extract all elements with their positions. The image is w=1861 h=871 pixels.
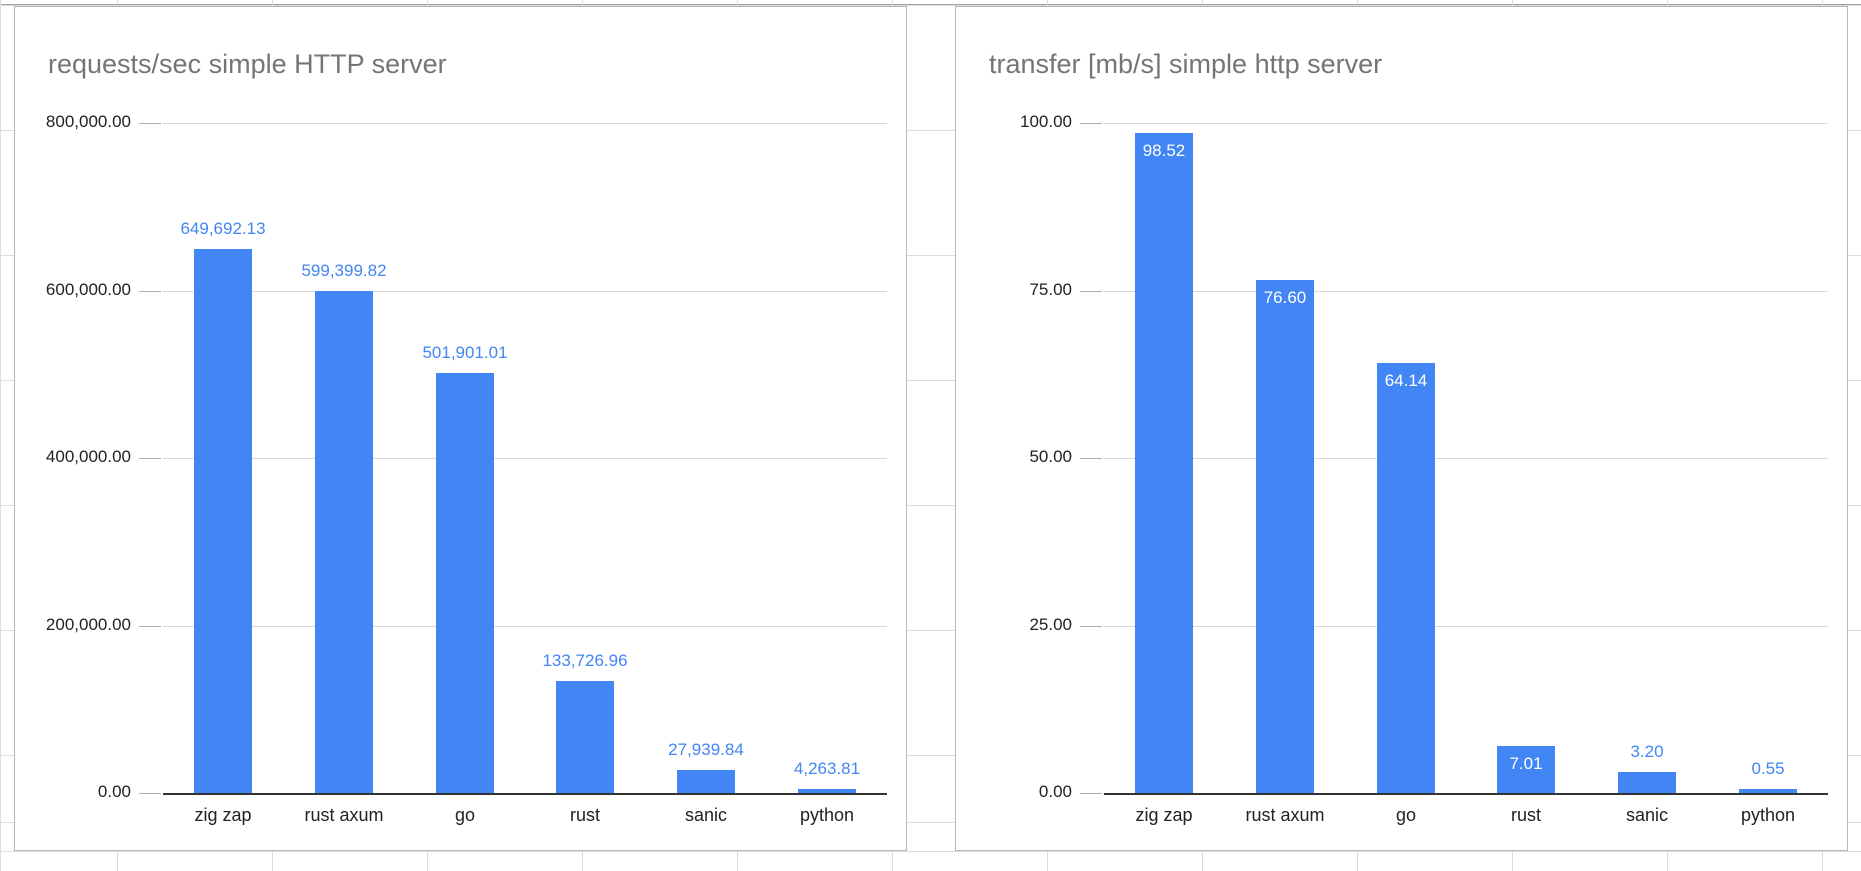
y-tick-dash	[1080, 458, 1102, 459]
y-tick-dash	[139, 626, 161, 627]
y-gridline	[1104, 626, 1828, 627]
chart-title: requests/sec simple HTTP server	[48, 49, 447, 79]
x-axis-line	[163, 793, 887, 795]
bar-value-label: 649,692.13	[180, 219, 266, 238]
bar-value-label: 3.20	[1630, 742, 1664, 761]
bar-zig-zap[interactable]	[1135, 133, 1193, 793]
bar-value-label: 76.60	[1263, 288, 1307, 307]
grid-row-line	[0, 822, 1861, 823]
y-axis-tick-label: 0.00	[1038, 782, 1072, 801]
y-axis-tick-label: 800,000.00	[45, 112, 131, 131]
y-tick-dash	[1080, 291, 1102, 292]
grid-col-line	[0, 0, 1, 871]
bar-zig-zap[interactable]	[194, 249, 252, 793]
y-axis-tick-label: 600,000.00	[45, 279, 131, 299]
bar-rust[interactable]	[556, 681, 614, 793]
y-tick-dash	[139, 291, 161, 292]
x-axis-category-label: sanic	[684, 805, 728, 825]
bar-python[interactable]	[798, 789, 856, 793]
y-axis-tick-label: 200,000.00	[45, 614, 131, 634]
y-gridline	[163, 291, 887, 292]
y-tick-dash	[139, 458, 161, 459]
bar-value-label: 7.01	[1509, 754, 1543, 773]
y-tick-dash	[1080, 793, 1102, 794]
bar-value-label: 64.14	[1384, 371, 1428, 390]
chart-title: transfer [mb/s] simple http server	[989, 49, 1383, 79]
x-axis-category-label: go	[1395, 805, 1417, 825]
y-axis-tick-label: 100.00	[1020, 112, 1072, 131]
bar-value-label: 599,399.82	[301, 261, 387, 280]
grid-row-line	[0, 505, 1861, 506]
y-tick-dash	[139, 793, 161, 794]
x-axis-category-label: go	[454, 805, 476, 825]
bar-rust[interactable]	[1497, 746, 1555, 793]
y-gridline	[163, 123, 887, 124]
x-axis-category-label: zig zap	[194, 805, 252, 825]
y-axis-tick-label: 75.00	[1029, 279, 1072, 299]
grid-row-line	[0, 5, 1861, 6]
grid-row-line	[0, 755, 1861, 756]
x-axis-category-label: sanic	[1625, 805, 1669, 825]
x-axis-category-label: rust axum	[304, 805, 384, 825]
y-gridline	[163, 458, 887, 459]
plot-area: 0.00 200,000.00 400,000.00 600,000.00 800,00…	[15, 7, 906, 850]
x-axis-category-label: python	[1740, 805, 1796, 825]
bar-rust-axum[interactable]	[1256, 280, 1314, 793]
plot-area: 0.00 25.00 50.00 75.00 100.00 98.52 zig zap 76.…	[956, 7, 1847, 850]
y-tick-dash	[139, 123, 161, 124]
y-tick-dash	[1080, 626, 1102, 627]
grid-row-line	[0, 630, 1861, 631]
bar-sanic[interactable]	[677, 770, 735, 793]
x-axis-category-label: rust axum	[1245, 805, 1325, 825]
bar-value-label: 501,901.01	[422, 343, 508, 362]
x-axis-category-label: rust	[1510, 805, 1541, 825]
y-gridline	[1104, 123, 1828, 124]
y-axis-tick-label: 400,000.00	[45, 447, 131, 466]
chart-panel-requests-per-sec[interactable]: requests/sec simple HTTP server 0.00 200,…	[14, 6, 907, 851]
bar-value-label: 98.52	[1142, 141, 1186, 160]
x-axis-category-label: rust	[569, 805, 600, 825]
bar-value-label: 0.55	[1751, 759, 1785, 778]
bar-value-label: 133,726.96	[542, 651, 628, 670]
bar-value-label: 4,263.81	[793, 759, 861, 778]
bar-go[interactable]	[436, 373, 494, 793]
chart-panel-transfer-mb-per-sec[interactable]: transfer [mb/s] simple http server 0.00 2…	[955, 6, 1848, 851]
y-gridline	[163, 626, 887, 627]
x-axis-category-label: python	[799, 805, 855, 825]
grid-row-line	[0, 851, 1861, 852]
y-gridline	[1104, 291, 1828, 292]
bar-value-label: 27,939.84	[668, 740, 744, 759]
grid-row-line	[0, 130, 1861, 131]
y-axis-tick-label: 25.00	[1029, 614, 1072, 634]
y-gridline	[1104, 458, 1828, 459]
bar-python[interactable]	[1739, 789, 1797, 793]
bar-go[interactable]	[1377, 363, 1435, 793]
y-axis-tick-label: 50.00	[1029, 447, 1072, 466]
y-axis-tick-label: 0.00	[97, 782, 131, 801]
bar-sanic[interactable]	[1618, 772, 1676, 793]
bar-rust-axum[interactable]	[315, 291, 373, 793]
grid-row-line	[0, 255, 1861, 256]
y-tick-dash	[1080, 123, 1102, 124]
x-axis-category-label: zig zap	[1135, 805, 1193, 825]
x-axis-line	[1104, 793, 1828, 795]
grid-row-line	[0, 380, 1861, 381]
